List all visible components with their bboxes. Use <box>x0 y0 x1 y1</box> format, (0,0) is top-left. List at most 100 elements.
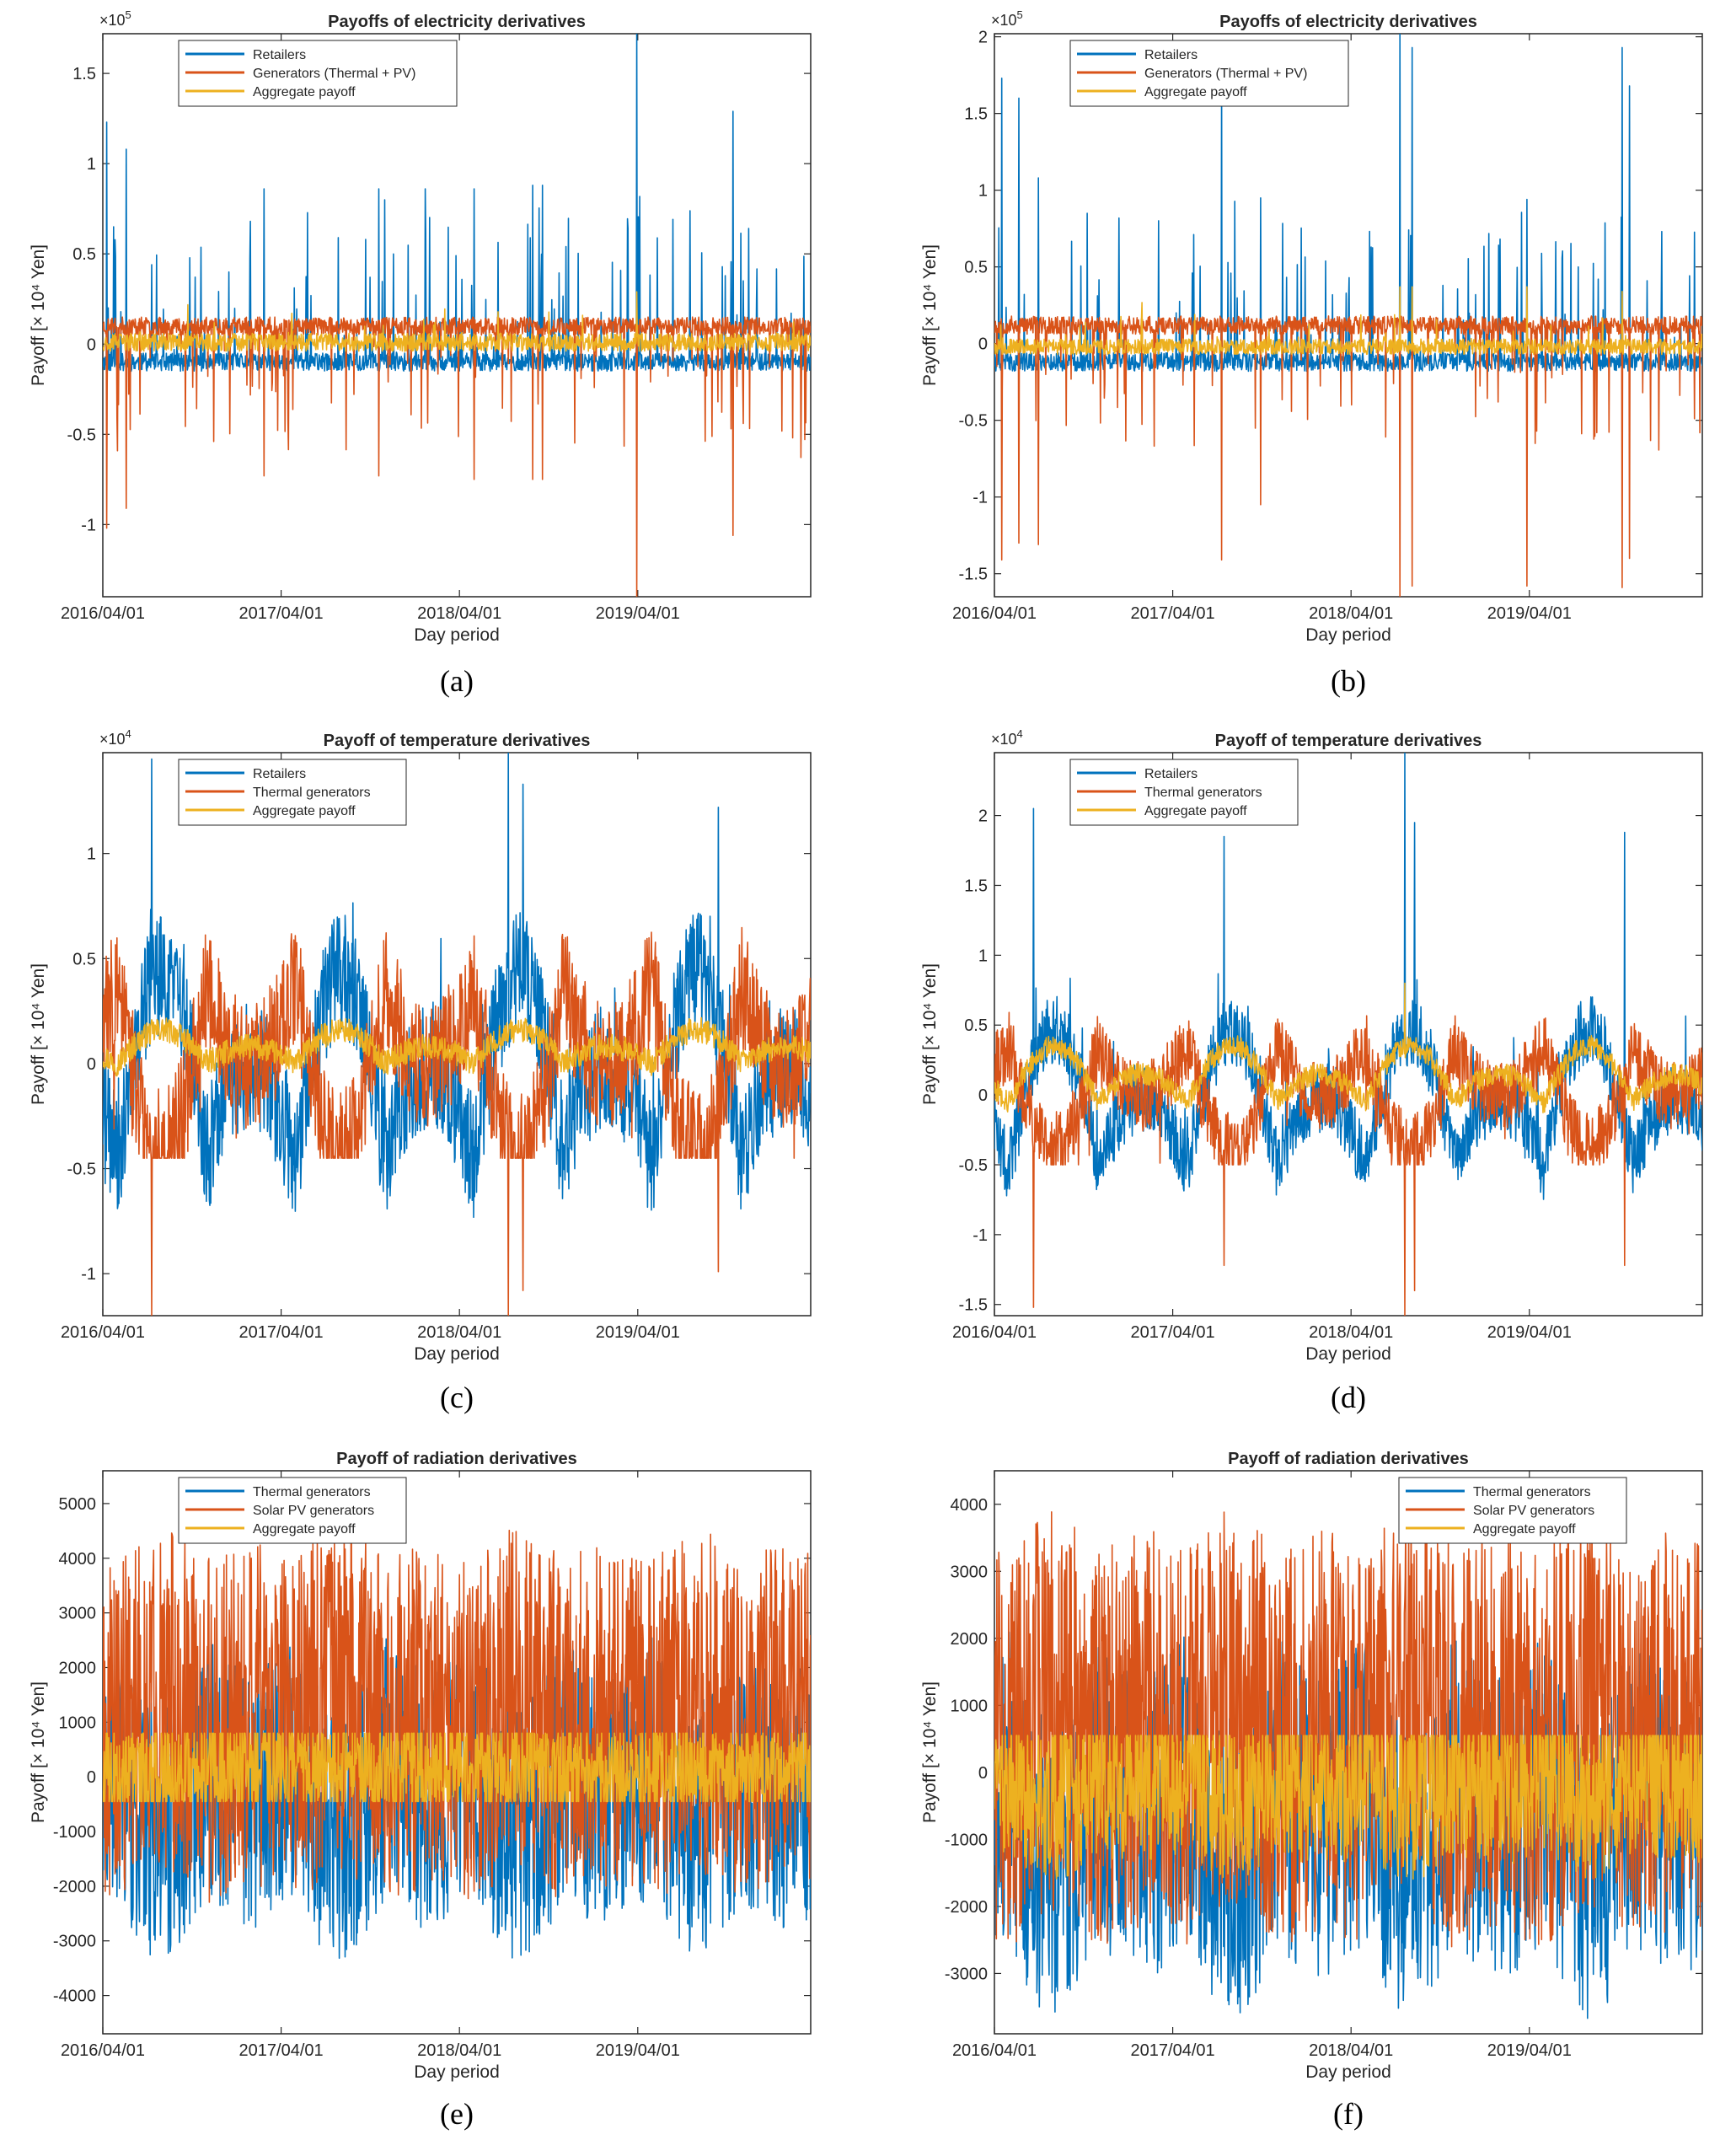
y-multiplier-exponent: 5 <box>126 8 131 21</box>
legend: Thermal generators Solar PV generators Agg… <box>1398 1477 1627 1544</box>
legend-entry: Generators (Thermal + PV) <box>253 67 415 81</box>
y-multiplier-base: ×10 <box>99 12 126 29</box>
y-tick-label: 0 <box>978 1764 988 1783</box>
x-axis-label: Day period <box>1305 2062 1391 2082</box>
legend-entry: Retailers <box>253 48 306 62</box>
y-tick-label: -0.5 <box>67 426 96 444</box>
legend-entry: Aggregate payoff <box>1144 85 1247 99</box>
x-tick-label: 2019/04/01 <box>596 604 680 623</box>
series-line-aggregate-payoff <box>994 982 1702 1113</box>
y-tick-label: -1000 <box>53 1823 96 1842</box>
y-tick-label: -1 <box>973 1226 988 1245</box>
y-tick-label: 0.5 <box>964 1016 988 1035</box>
y-axis-label: Payoff [× 10⁴ Yen] <box>29 244 48 386</box>
x-tick-label: 2016/04/01 <box>952 2041 1037 2060</box>
y-tick-label: 0 <box>978 335 988 354</box>
y-tick-label: -1.5 <box>959 1296 988 1315</box>
y-tick-label: -0.5 <box>959 412 988 431</box>
y-tick-label: 1 <box>87 845 96 864</box>
y-tick-label: -2000 <box>945 1898 988 1917</box>
x-tick-label: 2019/04/01 <box>1487 604 1572 623</box>
x-tick-label: 2017/04/01 <box>239 1323 324 1342</box>
series-line-solar-pv-generators <box>994 1511 1702 1948</box>
y-tick-label: -4000 <box>53 1987 96 2006</box>
x-tick-label: 2017/04/01 <box>1131 1323 1215 1342</box>
series-line-aggregate-payoff <box>994 1735 1702 1880</box>
y-tick-label: -1 <box>81 516 96 534</box>
x-axis-label: Day period <box>414 625 500 645</box>
x-tick-label: 2016/04/01 <box>61 604 145 623</box>
y-tick-label: -3000 <box>945 1965 988 1983</box>
legend-entry: Retailers <box>1144 767 1198 781</box>
x-tick-label: 2018/04/01 <box>1309 604 1393 623</box>
series-group <box>103 1529 811 1960</box>
y-tick-label: 0 <box>978 1086 988 1105</box>
panel-a: Payoffs of electricity derivatives ×105 -1… <box>29 8 812 698</box>
x-axis-label: Day period <box>414 1344 500 1364</box>
series-line-aggregate-payoff <box>103 291 811 352</box>
x-tick-label: 2019/04/01 <box>1487 2041 1572 2060</box>
series-line-retailers <box>994 34 1702 373</box>
y-axis-label: Payoff [× 10⁴ Yen] <box>920 963 940 1105</box>
y-multiplier: ×104 <box>99 727 131 748</box>
panels: Payoffs of electricity derivatives×105-1… <box>29 8 1703 2131</box>
y-tick-label: -1 <box>81 1265 96 1284</box>
panel-f: Payoff of radiation derivatives -3000 -200… <box>920 1450 1703 2131</box>
y-tick-label: 4000 <box>59 1550 97 1569</box>
series-line-retailers <box>994 753 1702 1200</box>
y-tick-label: 0 <box>87 1055 96 1074</box>
y-tick-label: 1.5 <box>964 877 988 895</box>
y-multiplier-base: ×10 <box>99 731 126 748</box>
y-tick-label: 1 <box>978 947 988 965</box>
legend-entry: Aggregate payoff <box>1144 804 1247 818</box>
x-tick-label: 2018/04/01 <box>417 2041 501 2060</box>
y-tick-label: -1000 <box>945 1831 988 1849</box>
legend-entry: Solar PV generators <box>1473 1504 1594 1518</box>
y-axis-label: Payoff [× 10⁴ Yen] <box>29 963 48 1105</box>
y-tick-label: -1.5 <box>959 566 988 584</box>
y-multiplier-exponent: 4 <box>1017 727 1023 740</box>
y-tick-label: -0.5 <box>67 1161 96 1179</box>
y-tick-label: 0 <box>87 335 96 354</box>
y-tick-label: -3000 <box>53 1933 96 1951</box>
x-tick-label: 2019/04/01 <box>1487 1323 1572 1342</box>
series-line-thermal-generators <box>994 1011 1702 1316</box>
y-tick-label: 5000 <box>59 1495 97 1514</box>
series-group <box>103 34 811 597</box>
y-tick-label: 1.5 <box>964 105 988 124</box>
panel-d: Payoff of temperature derivatives ×104 -1.… <box>920 727 1703 1414</box>
legend-entry: Thermal generators <box>253 1485 371 1499</box>
x-tick-label: 2017/04/01 <box>239 604 324 623</box>
y-tick-label: -1 <box>973 489 988 507</box>
legend-entry: Aggregate payoff <box>1473 1522 1576 1537</box>
chart-title: Payoffs of electricity derivatives <box>1219 13 1477 31</box>
series-line-aggregate-payoff <box>994 286 1702 356</box>
series-line-generators-thermal-pv- <box>103 316 811 597</box>
x-tick-label: 2017/04/01 <box>1131 2041 1215 2060</box>
y-multiplier-base: ×10 <box>991 12 1017 29</box>
y-tick-label: 0.5 <box>964 259 988 277</box>
legend-entry: Aggregate payoff <box>253 85 356 99</box>
chart-title: Payoff of temperature derivatives <box>324 732 591 750</box>
y-tick-label: 2 <box>978 29 988 47</box>
series-line-aggregate-payoff <box>103 1016 811 1077</box>
x-axis-label: Day period <box>1305 625 1391 645</box>
x-tick-label: 2016/04/01 <box>61 2041 145 2060</box>
panel-caption: (f) <box>1333 2097 1364 2131</box>
series-group <box>994 34 1702 597</box>
panel-caption: (e) <box>440 2097 474 2131</box>
y-tick-label: 2000 <box>59 1659 97 1677</box>
legend-entry: Retailers <box>1144 48 1198 62</box>
panel-b: Payoffs of electricity derivatives ×105 -1… <box>920 8 1703 698</box>
series-line-retailers <box>103 753 811 1218</box>
legend: Thermal generators Solar PV generators Agg… <box>178 1477 407 1544</box>
legend-entry: Generators (Thermal + PV) <box>1144 67 1307 81</box>
chart-title: Payoff of radiation derivatives <box>336 1450 577 1468</box>
legend: Retailers Generators (Thermal + PV) Aggreg… <box>1069 40 1349 107</box>
series-group <box>994 1511 1702 2019</box>
legend: Retailers Thermal generators Aggregate pay… <box>178 759 407 826</box>
y-tick-label: 1.5 <box>72 65 96 83</box>
series-line-generators-thermal-pv- <box>994 315 1702 597</box>
legend-entry: Aggregate payoff <box>253 1522 356 1537</box>
